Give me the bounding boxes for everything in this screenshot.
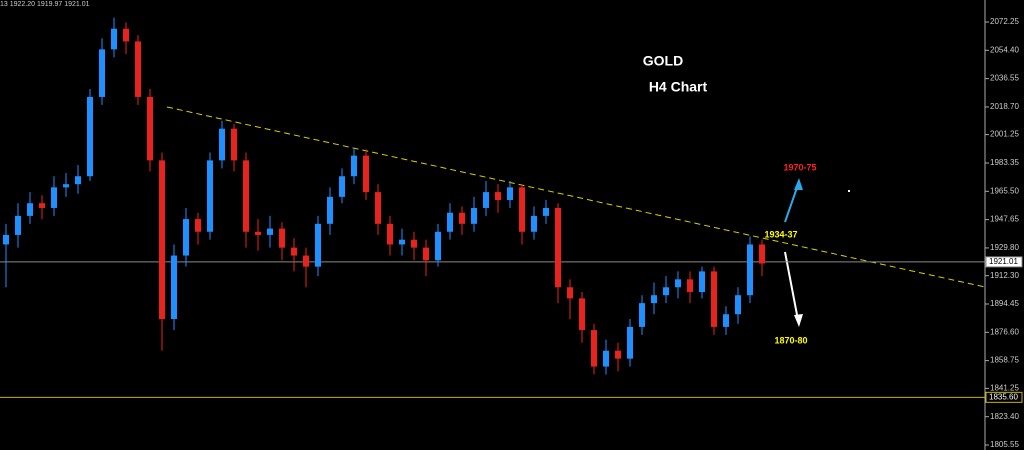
y-tick-label: 1805.55: [990, 440, 1019, 449]
annotation: 1870-80: [774, 335, 807, 345]
candle-body: [99, 49, 105, 97]
candle-body: [699, 271, 705, 293]
y-tick-label: 1841.25: [990, 383, 1019, 392]
candle-body: [195, 219, 201, 232]
annotation: 1934-37: [764, 229, 797, 239]
y-tick-label: 2018.70: [990, 102, 1019, 111]
candle-body: [183, 219, 189, 256]
candle-body: [579, 298, 585, 331]
candle-body: [303, 255, 309, 267]
candle-body: [231, 128, 237, 161]
candle-body: [87, 96, 93, 177]
candle-body: [591, 330, 597, 367]
candle-body: [615, 350, 621, 359]
candle-body: [399, 239, 405, 245]
candle-body: [507, 187, 513, 201]
candle-body: [531, 215, 537, 232]
candle-body: [471, 207, 477, 224]
candle-body: [159, 160, 165, 319]
price-label-box: [985, 391, 1023, 403]
candle-body: [639, 303, 645, 327]
candle-body: [711, 271, 717, 327]
candle-body: [267, 228, 273, 235]
candle-body: [483, 192, 489, 208]
down-arrow: [784, 251, 799, 321]
y-tick-label: 1876.60: [990, 327, 1019, 336]
candle-body: [339, 176, 345, 197]
y-tick-label: 1965.50: [990, 186, 1019, 195]
candle-body: [387, 223, 393, 245]
candle-body: [219, 128, 225, 161]
price-label: 1921.01: [989, 257, 1018, 266]
down-arrow-head: [794, 314, 803, 327]
y-tick-label: 1894.45: [990, 299, 1019, 308]
candle-body: [663, 287, 669, 296]
candle-body: [603, 350, 609, 367]
price-label: 1835.60: [989, 392, 1018, 401]
candle-body: [243, 160, 249, 232]
candle-body: [147, 96, 153, 161]
header-text: 13 1922.20 1919.97 1921.01: [0, 1, 90, 8]
candle-body: [435, 231, 441, 261]
candle-body: [111, 28, 117, 50]
candle-body: [135, 41, 141, 97]
candle-body: [351, 155, 357, 177]
dot: [848, 190, 850, 192]
candle-body: [687, 279, 693, 293]
candle-body: [543, 207, 549, 216]
up-arrow-head: [794, 178, 803, 190]
candle-body: [207, 160, 213, 232]
candle-body: [51, 187, 57, 208]
candle-body: [15, 215, 21, 235]
candle-body: [39, 203, 45, 208]
candle-body: [171, 255, 177, 319]
y-tick-label: 1858.75: [990, 356, 1019, 365]
candle-body: [63, 184, 69, 188]
candle-body: [375, 192, 381, 224]
y-tick-label: 1983.35: [990, 158, 1019, 167]
chart-title: GOLD: [643, 53, 683, 69]
price-label-box: [985, 256, 1023, 268]
y-tick-label: 2054.40: [990, 45, 1019, 54]
candle-body: [627, 326, 633, 359]
candle-body: [735, 295, 741, 315]
y-tick-label: 2001.25: [990, 130, 1019, 139]
candle-body: [567, 287, 573, 299]
candle-body: [675, 279, 681, 288]
y-tick-label: 1947.65: [990, 215, 1019, 224]
y-tick-label: 2036.55: [990, 74, 1019, 83]
chart-subtitle: H4 Chart: [649, 79, 708, 95]
candle-body: [747, 244, 753, 296]
candle-body: [75, 176, 81, 185]
candle-body: [327, 196, 333, 224]
candle-body: [459, 212, 465, 224]
y-tick-label: 1912.30: [990, 271, 1019, 280]
candle-body: [315, 223, 321, 267]
candle-body: [411, 239, 417, 248]
candle-body: [519, 187, 525, 232]
candle-body: [3, 234, 9, 245]
candle-body: [423, 247, 429, 261]
annotation: 1970-75: [783, 162, 816, 172]
candle-body: [27, 203, 33, 216]
candle-body: [291, 247, 297, 256]
candle-body: [723, 314, 729, 327]
candle-body: [123, 28, 129, 42]
y-tick-label: 1929.80: [990, 243, 1019, 252]
y-tick-label: 1823.40: [990, 412, 1019, 421]
candle-body: [495, 192, 501, 201]
candle-body: [759, 244, 765, 264]
candle-body: [651, 295, 657, 304]
candle-body: [255, 231, 261, 235]
candle-body: [447, 212, 453, 232]
y-tick-label: 2072.25: [990, 17, 1019, 26]
candle-body: [279, 228, 285, 248]
candle-body: [555, 207, 561, 288]
candle-body: [363, 155, 369, 193]
